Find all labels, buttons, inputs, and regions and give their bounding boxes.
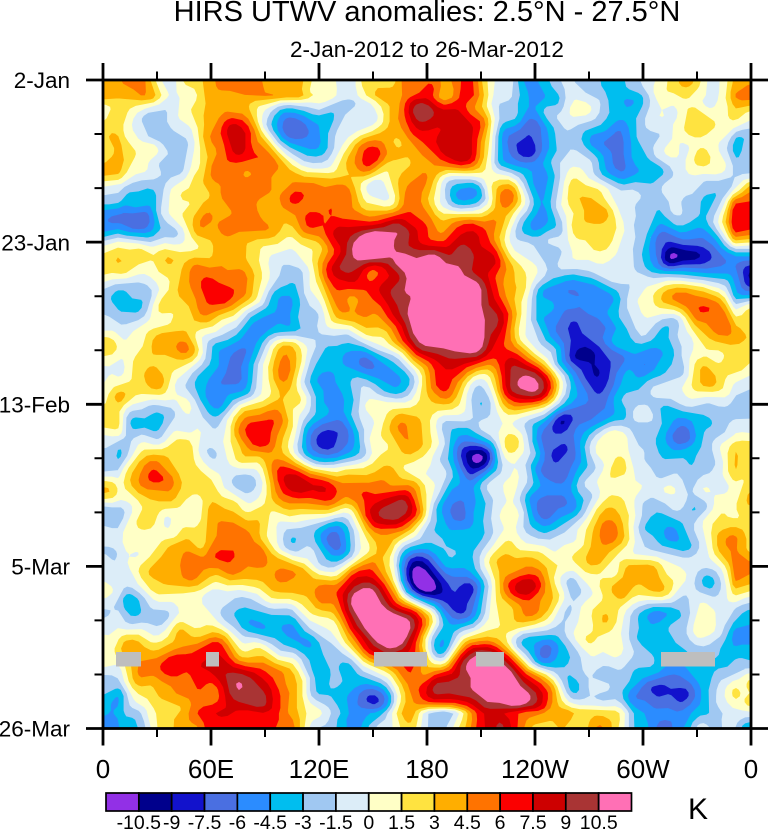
- svg-text:-1.5: -1.5: [319, 812, 353, 830]
- svg-text:2-Jan-2012 to 26-Mar-2012: 2-Jan-2012 to 26-Mar-2012: [290, 37, 564, 62]
- svg-text:-9: -9: [163, 812, 180, 830]
- svg-text:-10.5: -10.5: [117, 812, 162, 830]
- svg-text:6: 6: [495, 812, 506, 830]
- svg-text:60E: 60E: [188, 754, 234, 784]
- svg-text:26-Mar: 26-Mar: [0, 717, 70, 742]
- svg-text:5-Mar: 5-Mar: [11, 555, 70, 580]
- svg-text:180: 180: [405, 754, 448, 784]
- svg-text:0: 0: [96, 754, 110, 784]
- svg-text:-4.5: -4.5: [253, 812, 287, 830]
- svg-text:4.5: 4.5: [454, 812, 481, 830]
- svg-text:0: 0: [363, 812, 374, 830]
- svg-text:7.5: 7.5: [519, 812, 546, 830]
- svg-text:-6: -6: [229, 812, 246, 830]
- svg-text:13-Feb: 13-Feb: [0, 393, 70, 418]
- svg-text:-3: -3: [294, 812, 311, 830]
- svg-text:120E: 120E: [289, 754, 350, 784]
- svg-text:120W: 120W: [501, 754, 569, 784]
- svg-text:0: 0: [744, 754, 758, 784]
- svg-text:60W: 60W: [616, 754, 670, 784]
- svg-text:9: 9: [560, 812, 571, 830]
- svg-text:2-Jan: 2-Jan: [14, 68, 70, 93]
- svg-text:HIRS UTWV anomalies: 2.5°N - 2: HIRS UTWV anomalies: 2.5°N - 27.5°N: [174, 0, 681, 28]
- svg-text:1.5: 1.5: [388, 812, 415, 830]
- svg-text:K: K: [688, 793, 708, 826]
- svg-text:23-Jan: 23-Jan: [1, 230, 70, 255]
- svg-text:-7.5: -7.5: [188, 812, 222, 830]
- svg-text:3: 3: [429, 812, 440, 830]
- svg-text:10.5: 10.5: [580, 812, 618, 830]
